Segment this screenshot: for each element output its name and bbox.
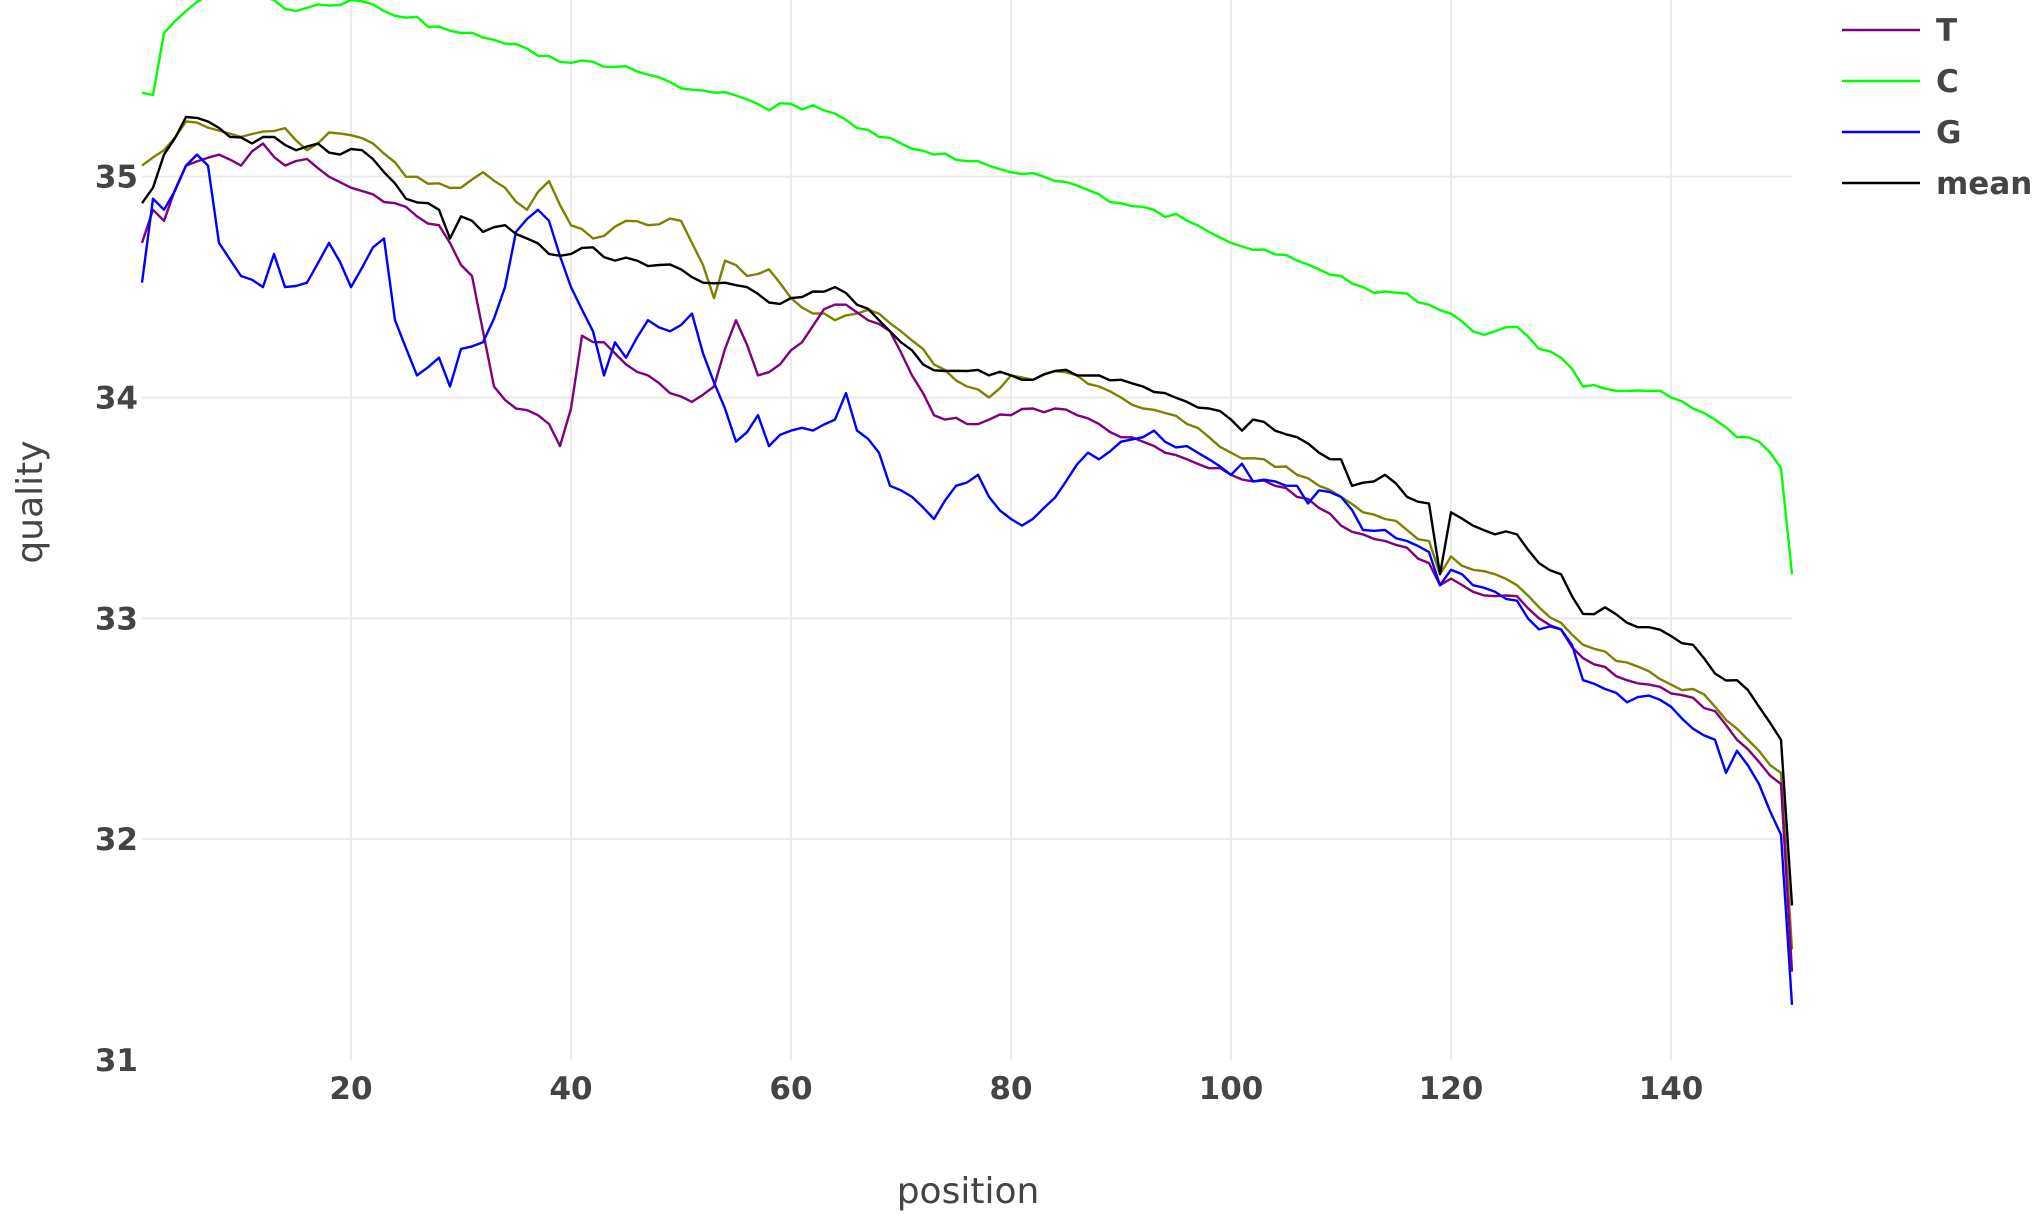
legend-label: T [1936,13,1957,49]
series-line-C [141,0,1794,575]
x-tick-label: 140 [1639,1071,1704,1107]
x-tick-label: 100 [1199,1071,1264,1107]
y-tick-label: 33 [95,601,138,637]
legend-label: G [1936,115,1961,151]
series-line-T [140,142,1794,972]
legend-label: mean [1936,166,2032,202]
y-tick-label: 35 [95,160,138,196]
x-tick-label: 80 [989,1071,1032,1107]
x-tick-labels: 20 40 60 80 100 120 140 [329,1071,1703,1107]
series-line-mean [141,115,1794,906]
x-gridlines [350,0,1672,1060]
x-tick-label: 120 [1419,1071,1484,1107]
y-axis-title: quality [10,440,51,563]
series-line-G [140,153,1794,1005]
x-tick-label: 60 [769,1071,812,1107]
x-tick-label: 20 [329,1071,372,1107]
series-lines [140,0,1794,1005]
y-tick-label: 32 [95,822,138,858]
x-tick-label: 40 [549,1071,592,1107]
y-tick-label: 34 [95,381,138,417]
legend-label: C [1936,64,1959,100]
y-tick-labels: 31 32 33 34 35 [95,160,138,1079]
x-axis-title: position [897,1171,1040,1212]
y-tick-label: 31 [95,1043,138,1079]
series-line-unlabeled [141,120,1794,950]
